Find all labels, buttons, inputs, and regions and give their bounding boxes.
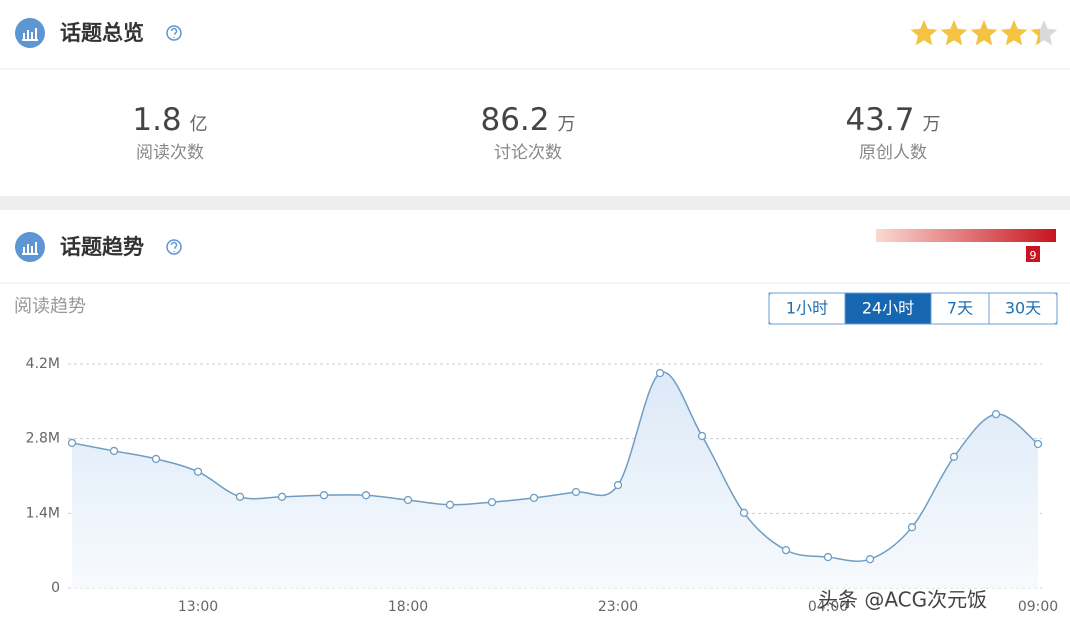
range-tab[interactable] — [988, 292, 1058, 325]
star — [910, 20, 938, 46]
star — [1000, 20, 1028, 46]
range-tab[interactable] — [844, 292, 932, 325]
heat-bar — [876, 229, 1056, 242]
range-tab-label[interactable]: 24小时 — [862, 299, 914, 318]
star — [1030, 28, 1040, 46]
range-tab-label[interactable]: 7天 — [947, 299, 973, 318]
point — [67, 438, 77, 448]
point — [361, 491, 371, 500]
area — [72, 372, 1038, 588]
y-tick-label: 0 — [51, 580, 60, 596]
help-icon[interactable] — [166, 25, 182, 41]
point — [823, 552, 833, 562]
stat-number: 1.8 — [132, 102, 181, 138]
y-tick-label: 4.2M — [26, 356, 60, 372]
x-tick-label: 23:00 — [598, 599, 638, 615]
stat-value: 1.8 亿 — [132, 102, 207, 138]
star — [970, 20, 998, 46]
point — [571, 487, 581, 497]
stat-label: 阅读次数 — [136, 143, 204, 163]
range-tabs: 1小时 24小时 7天 30天 — [768, 292, 1058, 325]
section-title: 话题总览 — [60, 21, 144, 45]
point — [655, 368, 665, 378]
trend-icon — [15, 232, 45, 262]
stat-label: 原创人数 — [859, 143, 927, 163]
chart: 0 1.4M 2.8M 4.2M 13:00 18:00 23:00 04:00 09:00 — [26, 356, 1059, 615]
point — [445, 500, 455, 509]
range-tab-label[interactable]: 1小时 — [786, 299, 828, 318]
point — [109, 446, 119, 456]
x-tick-label: 09:00 — [1018, 599, 1058, 615]
stat-number: 86.2 — [480, 102, 549, 138]
y-tick-label: 2.8M — [26, 431, 60, 447]
point — [193, 467, 203, 476]
point — [277, 492, 287, 501]
star-fill — [910, 20, 1040, 46]
rating-stars — [910, 20, 1058, 46]
section-title: 话题趋势 — [60, 235, 144, 259]
x-tick-label: 04:00 — [808, 599, 848, 615]
point — [781, 545, 791, 555]
stat-value: 43.7 万 — [845, 102, 940, 138]
x-tick-label: 13:00 — [178, 599, 218, 615]
heat-marker — [1026, 246, 1040, 262]
point — [613, 480, 623, 490]
point — [529, 493, 539, 503]
help-icon[interactable] — [166, 239, 182, 255]
stat-value: 86.2 万 — [480, 102, 575, 138]
stat-label: 讨论次数 — [494, 143, 562, 163]
stat-unit: 亿 — [190, 114, 208, 135]
point — [949, 452, 959, 461]
point — [697, 431, 707, 441]
chart-subtitle: 阅读趋势 — [14, 296, 86, 317]
point — [487, 497, 497, 507]
stat-number: 43.7 — [845, 102, 914, 138]
point — [991, 409, 1001, 419]
watermark: 头条 @ACG次元饭 — [818, 588, 987, 612]
point — [865, 555, 875, 564]
point — [151, 454, 161, 464]
stat-unit: 万 — [558, 114, 576, 135]
x-tick-label: 18:00 — [388, 599, 428, 615]
section-gap — [0, 196, 1070, 210]
overview-icon — [15, 18, 45, 48]
point — [403, 495, 413, 505]
point — [319, 491, 329, 500]
y-tick-label: 1.4M — [26, 505, 60, 521]
point — [739, 508, 749, 517]
point — [1033, 439, 1043, 449]
heat-value: 9 — [1030, 249, 1037, 262]
stat-unit: 万 — [923, 114, 941, 135]
point — [235, 492, 245, 501]
range-tab-label[interactable]: 30天 — [1005, 299, 1041, 318]
star — [940, 20, 968, 46]
point — [907, 523, 917, 532]
